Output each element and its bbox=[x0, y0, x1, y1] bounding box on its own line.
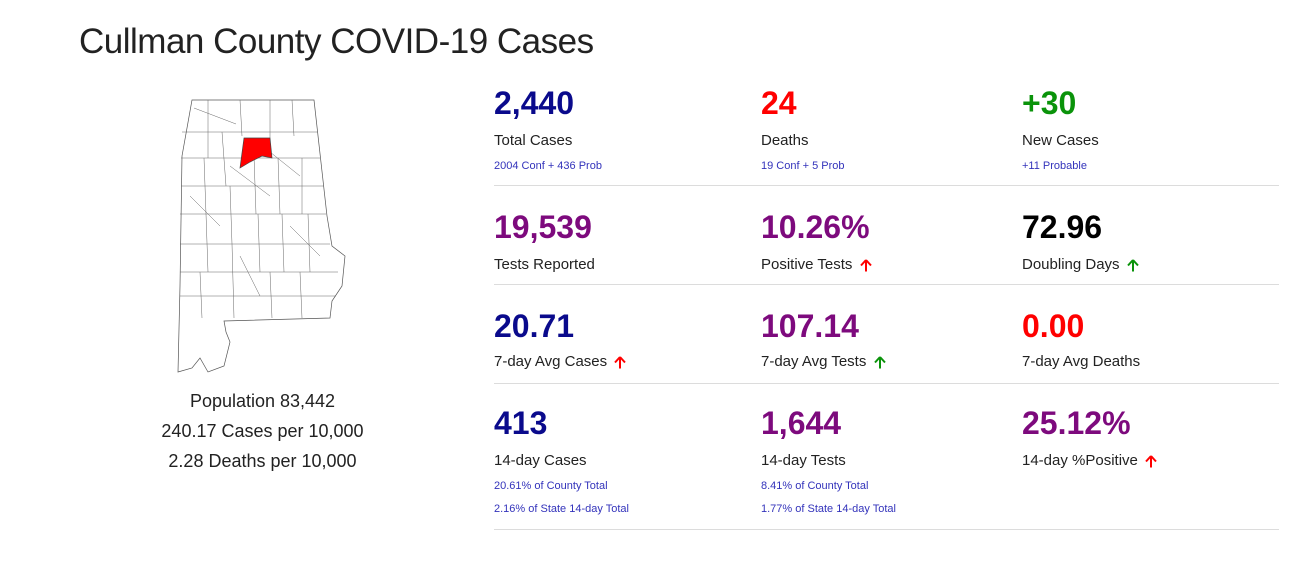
population-summary: Population 83,442 240.17 Cases per 10,00… bbox=[120, 386, 405, 476]
alabama-county-map-icon bbox=[177, 99, 346, 373]
positive-tests-label-wrap: Positive Tests bbox=[761, 256, 872, 273]
arrow-up-icon bbox=[859, 258, 872, 272]
arrow-up-icon bbox=[614, 355, 627, 369]
deaths-value: 24 bbox=[761, 85, 797, 121]
deaths-label: Deaths bbox=[761, 132, 809, 149]
arrow-up-icon bbox=[1126, 258, 1139, 272]
total-cases-value: 2,440 bbox=[494, 85, 575, 121]
total-cases-breakdown: 2004 Conf + 436 Prob bbox=[494, 160, 602, 172]
doubling-days-label-wrap: Doubling Days bbox=[1022, 256, 1139, 273]
tests14-county-share: 8.41% of County Total bbox=[761, 480, 869, 492]
avg7-deaths-label: 7-day Avg Deaths bbox=[1022, 353, 1141, 370]
arrow-up-icon bbox=[873, 355, 886, 369]
population-text: Population 83,442 bbox=[189, 391, 336, 411]
tests14-value: 1,644 bbox=[761, 405, 842, 441]
new-cases-probable: +11 Probable bbox=[1022, 160, 1087, 172]
avg7-cases-label: 7-day Avg Cases bbox=[494, 353, 608, 370]
doubling-days-value: 72.96 bbox=[1022, 209, 1103, 245]
deaths-per-10000-text: 2.28 Deaths per 10,000 bbox=[168, 451, 357, 471]
positive-tests-value: 10.26% bbox=[761, 209, 870, 245]
cases14-value: 413 bbox=[494, 405, 548, 441]
positive14-label-wrap: 14-day %Positive bbox=[1022, 452, 1157, 469]
new-cases-label: New Cases bbox=[1022, 132, 1099, 149]
cases14-state-share: 2.16% of State 14-day Total bbox=[494, 503, 629, 515]
tests14-label: 14-day Tests bbox=[761, 452, 846, 469]
avg7-deaths-value: 0.00 bbox=[1022, 308, 1085, 344]
doubling-days-label: Doubling Days bbox=[1022, 256, 1120, 273]
stats-grid: 2,440 Total Cases 2004 Conf + 436 Prob 2… bbox=[494, 84, 1279, 530]
avg7-cases-label-wrap: 7-day Avg Cases bbox=[494, 353, 627, 370]
positive-tests-label: Positive Tests bbox=[761, 256, 853, 273]
cases14-county-share: 20.61% of County Total bbox=[494, 480, 608, 492]
avg7-cases-value: 20.71 bbox=[494, 308, 575, 344]
stats-row: 413 14-day Cases 20.61% of County Total … bbox=[494, 384, 1279, 530]
avg7-tests-label-wrap: 7-day Avg Tests bbox=[761, 353, 886, 370]
arrow-up-icon bbox=[1145, 454, 1157, 468]
positive14-value: 25.12% bbox=[1022, 405, 1131, 441]
avg7-tests-value: 107.14 bbox=[761, 308, 859, 344]
tests14-state-share: 1.77% of State 14-day Total bbox=[761, 503, 896, 515]
stats-row: 2,440 Total Cases 2004 Conf + 436 Prob 2… bbox=[494, 84, 1279, 186]
avg7-tests-label: 7-day Avg Tests bbox=[761, 353, 867, 370]
tests-reported-label: Tests Reported bbox=[494, 256, 595, 273]
total-cases-label: Total Cases bbox=[494, 132, 573, 149]
page-title: Cullman County COVID-19 Cases bbox=[79, 22, 594, 61]
stats-row: 19,539 Tests Reported 10.26% Positive Te… bbox=[494, 186, 1279, 285]
cases-per-10000-text: 240.17 Cases per 10,000 bbox=[161, 421, 364, 441]
deaths-breakdown: 19 Conf + 5 Prob bbox=[761, 160, 845, 172]
positive14-label: 14-day %Positive bbox=[1022, 452, 1138, 469]
new-cases-value: +30 bbox=[1022, 85, 1077, 121]
stats-row: 20.71 7-day Avg Cases 107.14 7-day Avg T… bbox=[494, 285, 1279, 384]
tests-reported-value: 19,539 bbox=[494, 209, 592, 245]
cases14-label: 14-day Cases bbox=[494, 452, 587, 469]
